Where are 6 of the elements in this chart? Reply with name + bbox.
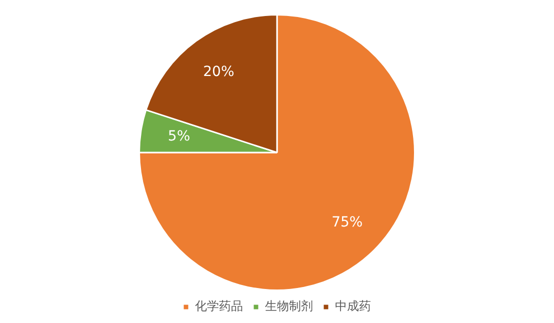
data-label: 20% — [203, 64, 234, 80]
legend-label: 化学药品 — [195, 299, 243, 314]
data-label: 75% — [332, 214, 363, 230]
legend-label: 生物制剂 — [265, 299, 313, 314]
data-label: 5% — [168, 128, 190, 145]
legend-label: 中成药 — [335, 299, 371, 314]
